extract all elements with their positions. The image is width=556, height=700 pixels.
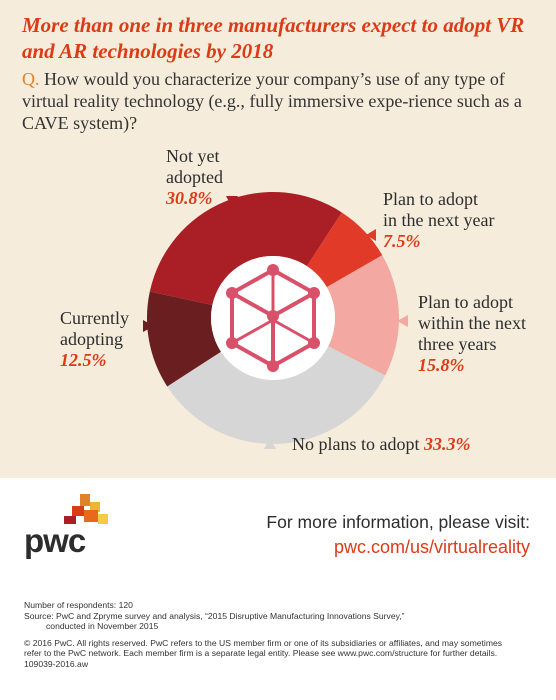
job-code: 109039-2016.aw bbox=[24, 658, 89, 669]
info-link[interactable]: pwc.com/us/virtualreality bbox=[333, 537, 530, 557]
value-three-years: 15.8% bbox=[418, 355, 465, 375]
more-info: For more information, please visit: pwc.… bbox=[266, 510, 530, 560]
copyright-line: refer to the PwC network. Each member fi… bbox=[24, 648, 498, 658]
label-text: Plan to adopt bbox=[418, 292, 513, 312]
slice-currently-adopting bbox=[146, 291, 221, 387]
label-text: No plans to adopt bbox=[292, 434, 420, 454]
donut-chart bbox=[143, 192, 408, 449]
label-not-yet-adopted: Not yet adopted 30.8% bbox=[166, 146, 223, 209]
label-text: adopted bbox=[166, 167, 223, 187]
survey-question: Q. How would you characterize your compa… bbox=[22, 68, 542, 134]
label-text: Plan to adopt bbox=[383, 189, 478, 209]
pwc-logo: pwc bbox=[24, 522, 86, 559]
label-currently-adopting: Currently adopting 12.5% bbox=[60, 308, 129, 371]
copyright-line: © 2016 PwC. All rights reserved. PwC ref… bbox=[24, 637, 503, 648]
label-next-year: Plan to adopt in the next year 7.5% bbox=[383, 189, 494, 252]
label-text: Currently bbox=[60, 308, 129, 328]
question-text: How would you characterize your company’… bbox=[22, 69, 522, 133]
value-no-plans: 33.3% bbox=[424, 434, 471, 454]
label-no-plans: No plans to adopt 33.3% bbox=[292, 434, 471, 455]
pwc-logo-mark bbox=[64, 494, 108, 524]
label-text: Not yet bbox=[166, 146, 220, 166]
source-line: Source: PwC and Zpryme survey and analys… bbox=[24, 610, 405, 621]
respondents: Number of respondents: 120 bbox=[24, 600, 133, 610]
question-prefix: Q. bbox=[22, 69, 40, 89]
source-line: conducted in November 2015 bbox=[46, 621, 159, 631]
pointer-three-years bbox=[397, 315, 408, 327]
slice-no-plans bbox=[167, 346, 386, 445]
pointer-no-plans bbox=[264, 438, 276, 449]
label-text: within the next bbox=[418, 313, 526, 333]
chart-title: More than one in three manufacturers exp… bbox=[22, 13, 525, 63]
label-three-years: Plan to adopt within the next three year… bbox=[418, 292, 526, 376]
value-currently-adopting: 12.5% bbox=[60, 350, 107, 370]
pointer-not-yet bbox=[226, 196, 238, 207]
label-text: three years bbox=[418, 334, 497, 354]
info-text: For more information, please visit: bbox=[266, 512, 530, 532]
value-next-year: 7.5% bbox=[383, 231, 421, 251]
pointer-currently bbox=[143, 320, 154, 332]
label-text: adopting bbox=[60, 329, 123, 349]
slice-next-year bbox=[306, 212, 383, 288]
slice-three-years bbox=[326, 255, 400, 376]
cube-icon bbox=[226, 264, 320, 372]
donut-slices bbox=[146, 192, 400, 445]
fine-print: Number of respondents: 120 Source: PwC a… bbox=[24, 600, 536, 669]
value-not-yet-adopted: 30.8% bbox=[166, 188, 213, 208]
label-text: in the next year bbox=[383, 210, 495, 230]
pointer-next-year bbox=[366, 229, 376, 241]
footer: pwc For more information, please visit: … bbox=[0, 478, 556, 700]
slice-not-yet-adopted bbox=[149, 192, 342, 305]
